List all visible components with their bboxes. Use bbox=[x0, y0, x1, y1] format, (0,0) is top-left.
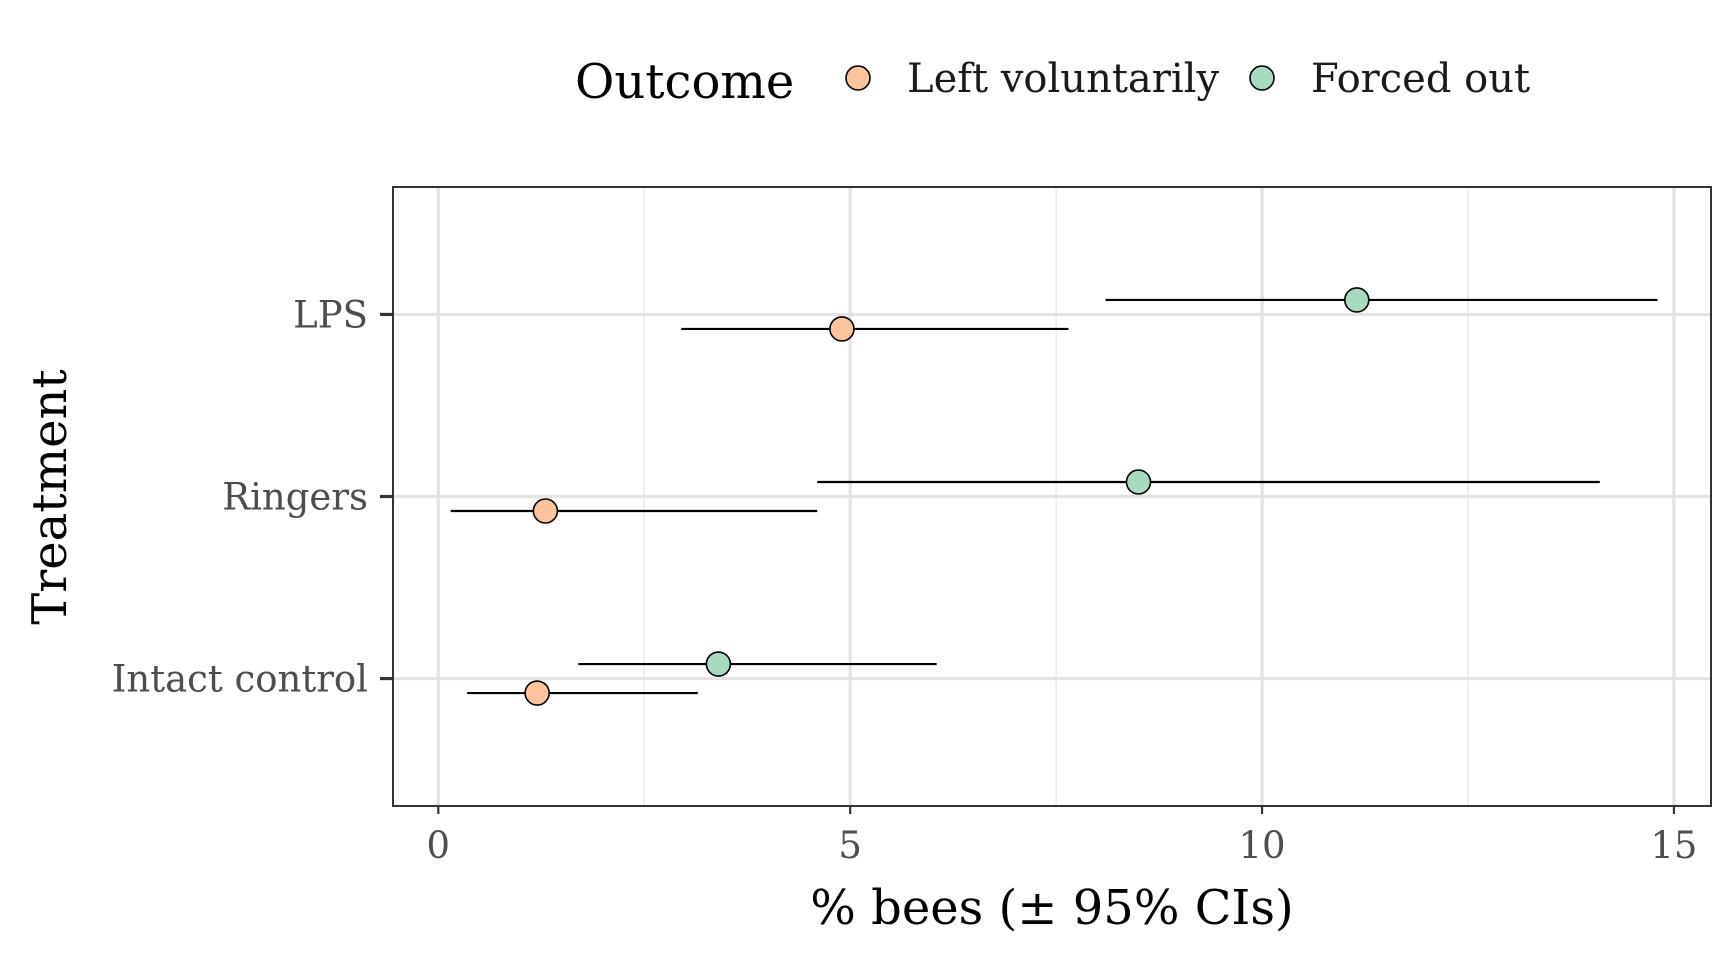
legend: Outcome Left voluntarily Forced out bbox=[575, 54, 1530, 110]
y-axis: Intact control Ringers LPS bbox=[112, 293, 393, 701]
y-axis-title: Treatment bbox=[22, 369, 78, 624]
legend-marker-left-voluntarily bbox=[845, 65, 871, 91]
legend-label-left-voluntarily: Left voluntarily bbox=[907, 56, 1219, 102]
point-forced-out-ringers bbox=[1125, 469, 1152, 495]
x-tick-label: 10 bbox=[1239, 824, 1286, 867]
legend-label-forced-out: Forced out bbox=[1311, 56, 1530, 102]
x-axis: 0 5 10 15 bbox=[427, 806, 1697, 867]
y-tick-label: LPS bbox=[293, 293, 368, 336]
point-left-voluntarily-intact-control bbox=[524, 680, 550, 706]
y-tick-label: Intact control bbox=[112, 658, 368, 701]
point-left-voluntarily-lps bbox=[829, 316, 855, 342]
point-forced-out-lps bbox=[1343, 287, 1370, 313]
x-tick-label: 0 bbox=[427, 824, 451, 867]
x-tick-label: 5 bbox=[838, 824, 862, 867]
legend-title: Outcome bbox=[575, 54, 794, 110]
grid-lines bbox=[393, 187, 1711, 806]
legend-marker-forced-out bbox=[1249, 65, 1275, 91]
x-tick-label: 15 bbox=[1650, 824, 1697, 867]
confidence-intervals bbox=[450, 298, 1658, 695]
point-left-voluntarily-ringers bbox=[532, 498, 559, 524]
x-axis-title: % bees (± 95% CIs) bbox=[810, 880, 1294, 936]
data-points bbox=[524, 287, 1370, 706]
point-forced-out-intact-control bbox=[705, 651, 732, 677]
y-tick-label: Ringers bbox=[222, 476, 368, 519]
